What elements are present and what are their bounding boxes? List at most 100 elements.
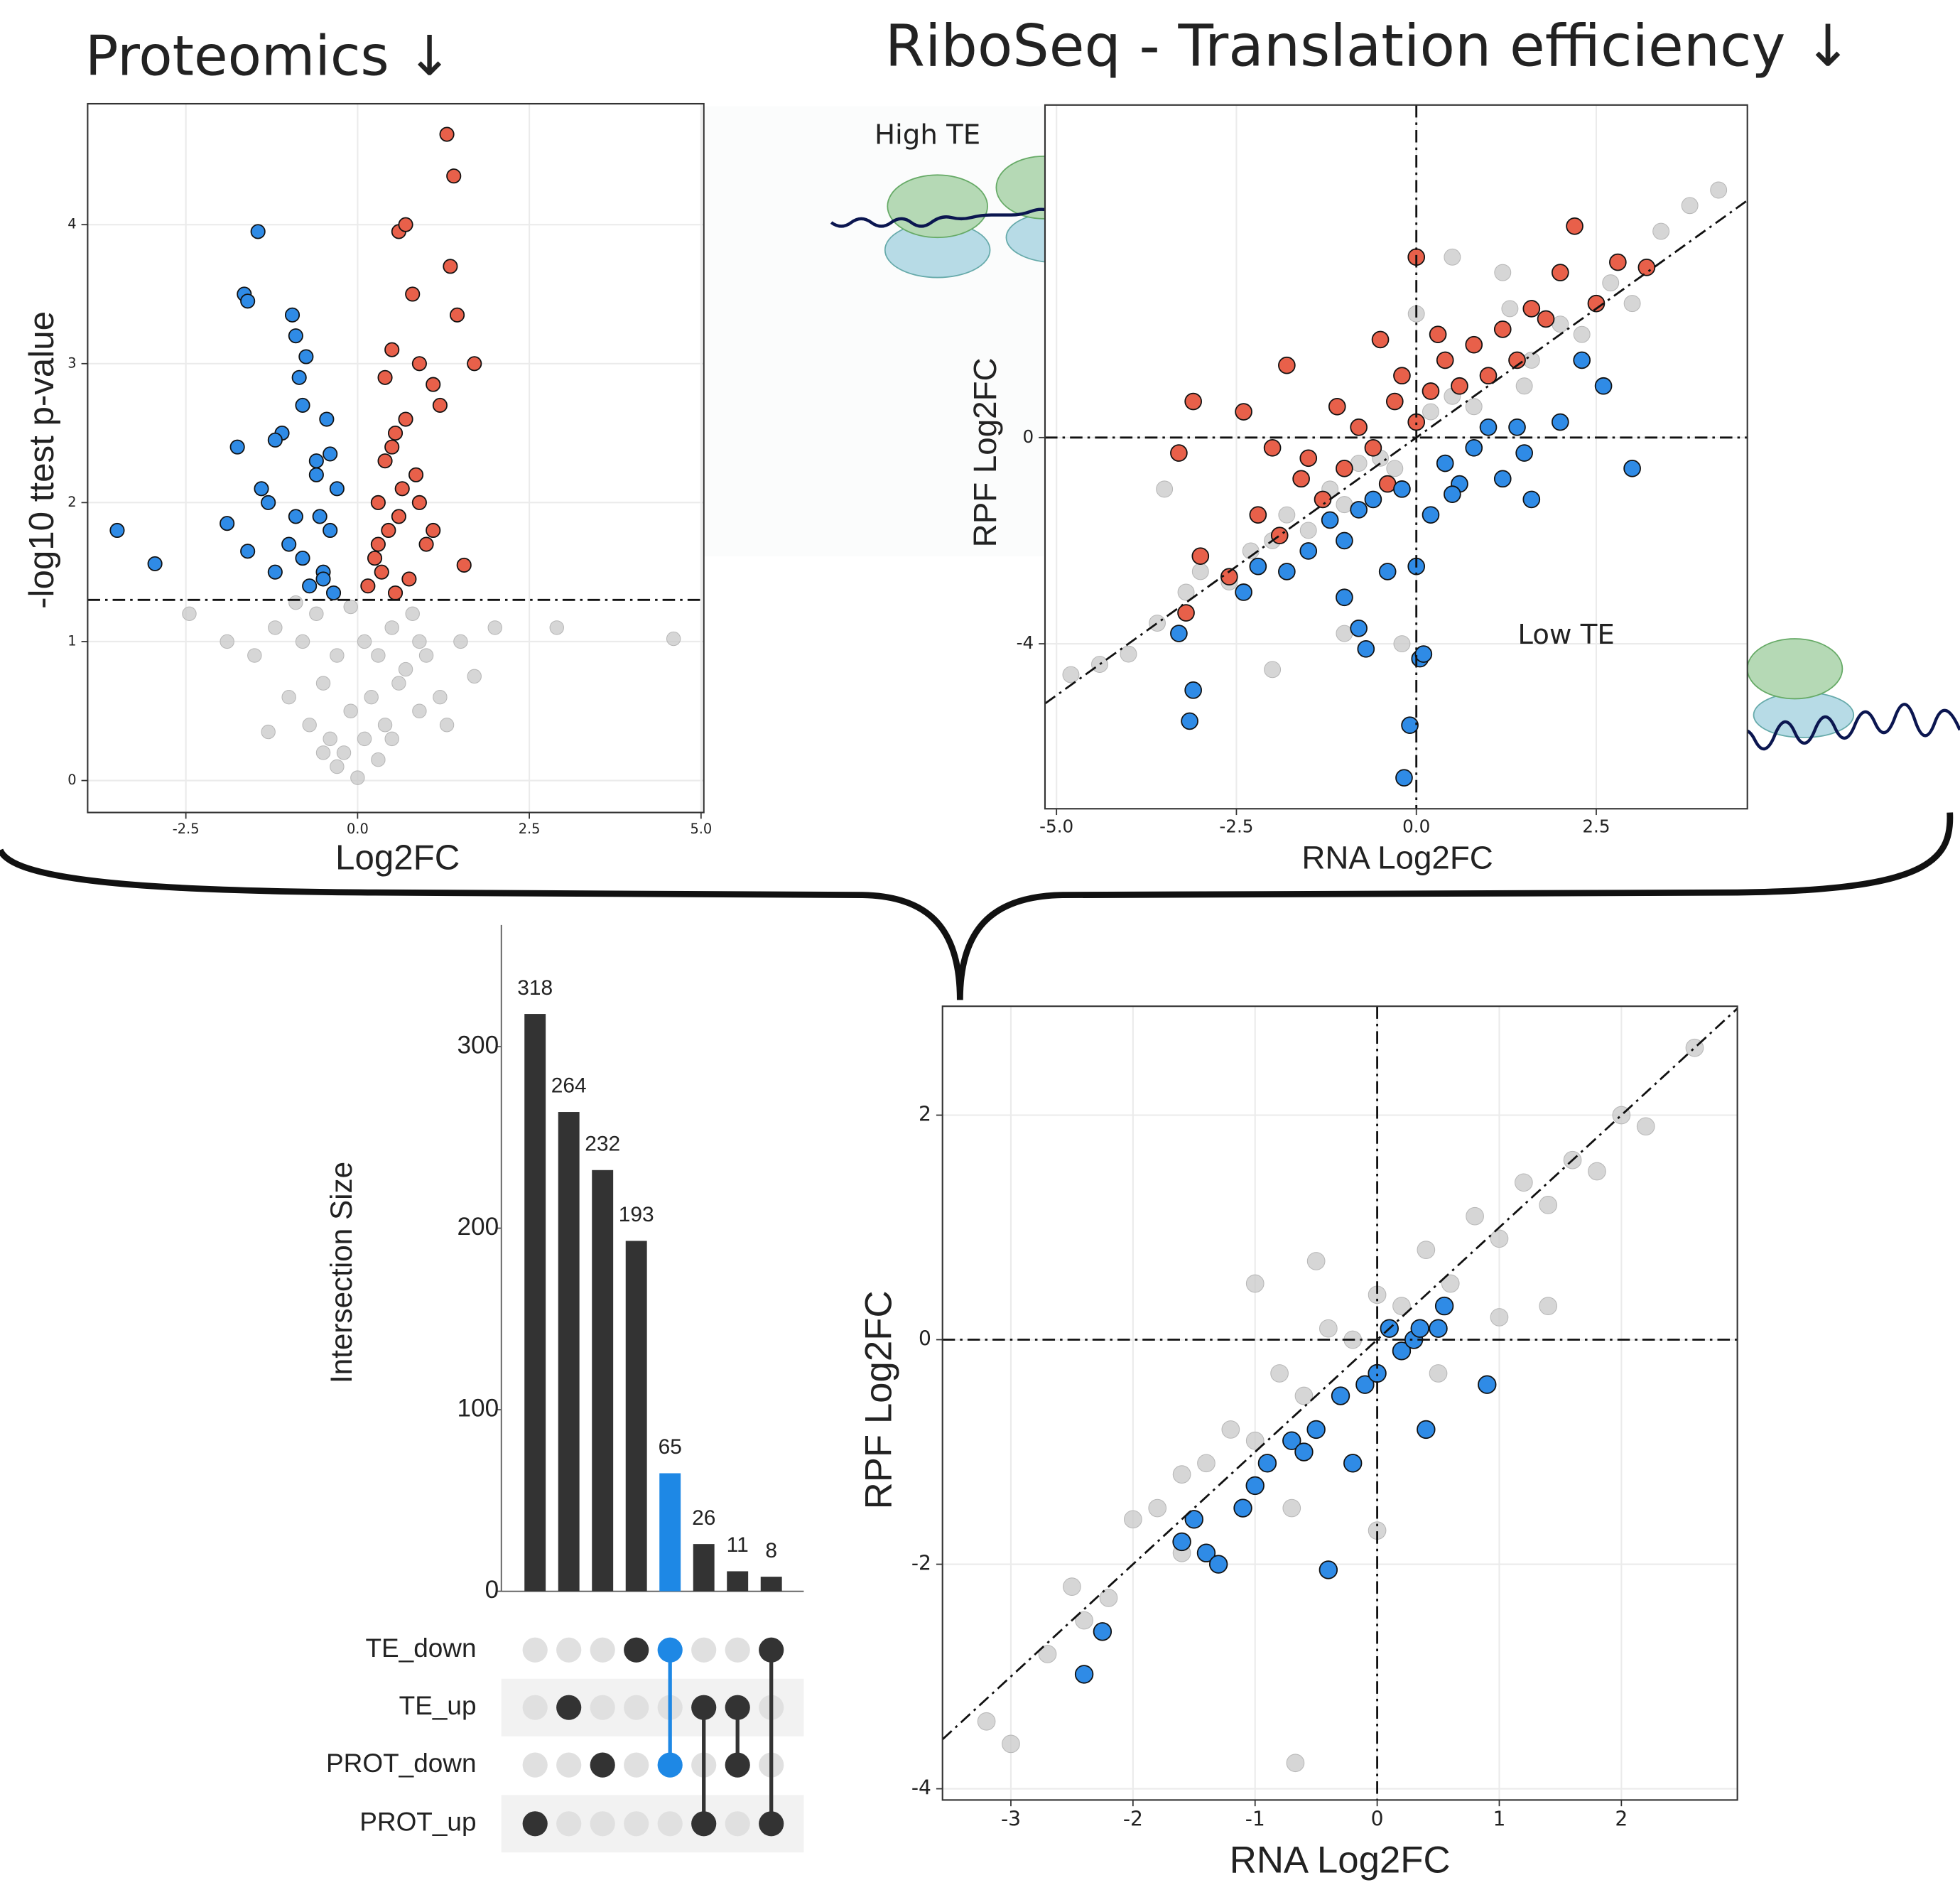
point <box>1465 398 1483 416</box>
point <box>229 439 245 455</box>
diagonal-line <box>1044 199 1748 705</box>
point <box>1493 320 1512 338</box>
point <box>1321 511 1339 529</box>
point <box>1493 470 1512 488</box>
point <box>323 731 337 747</box>
y-tick-label: 300 <box>457 1031 499 1059</box>
point <box>1177 583 1195 601</box>
point <box>1478 1375 1497 1394</box>
point <box>1235 403 1252 421</box>
matrix-dot <box>691 1695 717 1720</box>
value-label: 193 <box>619 1203 654 1226</box>
x-tick-label: 2.5 <box>1582 816 1610 837</box>
point <box>1221 1420 1240 1439</box>
y-tick-label: 2 <box>919 1102 931 1125</box>
point <box>433 689 448 705</box>
point <box>268 620 283 635</box>
point <box>1522 490 1541 509</box>
plot-background <box>1044 104 1748 809</box>
point <box>1551 264 1569 281</box>
point <box>377 369 393 385</box>
point <box>1515 444 1533 462</box>
point <box>261 495 276 510</box>
point <box>1196 1543 1216 1562</box>
matrix-dot <box>590 1752 615 1778</box>
matrix-dot-empty <box>590 1695 615 1720</box>
point <box>1636 1117 1655 1136</box>
ribosome-large <box>1746 638 1843 700</box>
point <box>288 328 303 344</box>
x-tick-label: -2 <box>1123 1808 1143 1831</box>
point <box>1594 377 1613 395</box>
point <box>412 703 427 718</box>
value-label: 65 <box>659 1435 682 1459</box>
point <box>343 599 358 615</box>
point <box>1573 325 1591 343</box>
matrix-dot <box>759 1811 784 1837</box>
chart-title: RiboSeq - Translation efficiency ↓ <box>885 13 1852 80</box>
point <box>1710 181 1728 199</box>
ribosome-large <box>887 174 988 239</box>
point <box>312 509 327 524</box>
point <box>1184 1510 1203 1529</box>
point <box>398 661 413 677</box>
point <box>309 606 324 622</box>
point <box>1156 480 1174 498</box>
point <box>360 578 376 594</box>
point <box>1172 1532 1191 1552</box>
y-tick-label: 200 <box>457 1213 499 1241</box>
point <box>374 564 389 580</box>
point <box>1465 335 1483 354</box>
point <box>1350 619 1368 637</box>
point <box>1551 413 1569 431</box>
matrix-dot-empty <box>522 1637 548 1663</box>
point <box>298 349 314 364</box>
point <box>443 259 458 274</box>
matrix-dot <box>624 1637 649 1663</box>
point <box>408 467 424 482</box>
y-tick-label: 0 <box>919 1327 931 1351</box>
point <box>1149 615 1166 632</box>
point <box>1393 480 1411 498</box>
x-tick-label: -1 <box>1245 1808 1265 1831</box>
x-axis-label: RNA Log2FC <box>1301 839 1493 875</box>
point <box>1148 1498 1167 1518</box>
point <box>295 397 310 414</box>
point <box>1378 563 1397 580</box>
set-label: PROT_down <box>326 1749 476 1778</box>
point <box>467 356 482 372</box>
matrix-dot <box>556 1695 582 1720</box>
matrix-dot-empty <box>590 1811 615 1837</box>
value-label: 26 <box>692 1506 715 1530</box>
plot-marks <box>942 1006 1738 1800</box>
point <box>364 689 379 705</box>
point <box>1393 635 1411 653</box>
point <box>1249 557 1267 576</box>
x-tick-label: -5.0 <box>1039 816 1073 837</box>
point <box>247 648 262 663</box>
point <box>1299 449 1318 468</box>
point <box>1539 1297 1558 1315</box>
point <box>1539 1196 1558 1214</box>
x-tick-label: 2.5 <box>519 821 541 837</box>
point <box>281 536 297 552</box>
point <box>1417 1241 1436 1259</box>
point <box>109 522 125 539</box>
point <box>1336 531 1353 550</box>
point <box>357 731 372 747</box>
point <box>302 718 317 733</box>
point <box>418 536 434 552</box>
point <box>319 411 335 427</box>
x-axis-label: RNA Log2FC <box>1230 1839 1451 1881</box>
point <box>1436 454 1454 472</box>
point <box>308 453 324 469</box>
y-tick-label: -4 <box>1017 632 1034 653</box>
point <box>240 544 256 559</box>
point <box>1652 222 1670 240</box>
matrix-dot-empty <box>556 1637 582 1663</box>
point <box>1609 253 1627 271</box>
bar <box>558 1112 580 1592</box>
point <box>315 676 331 691</box>
point <box>384 342 400 357</box>
point <box>371 648 386 663</box>
